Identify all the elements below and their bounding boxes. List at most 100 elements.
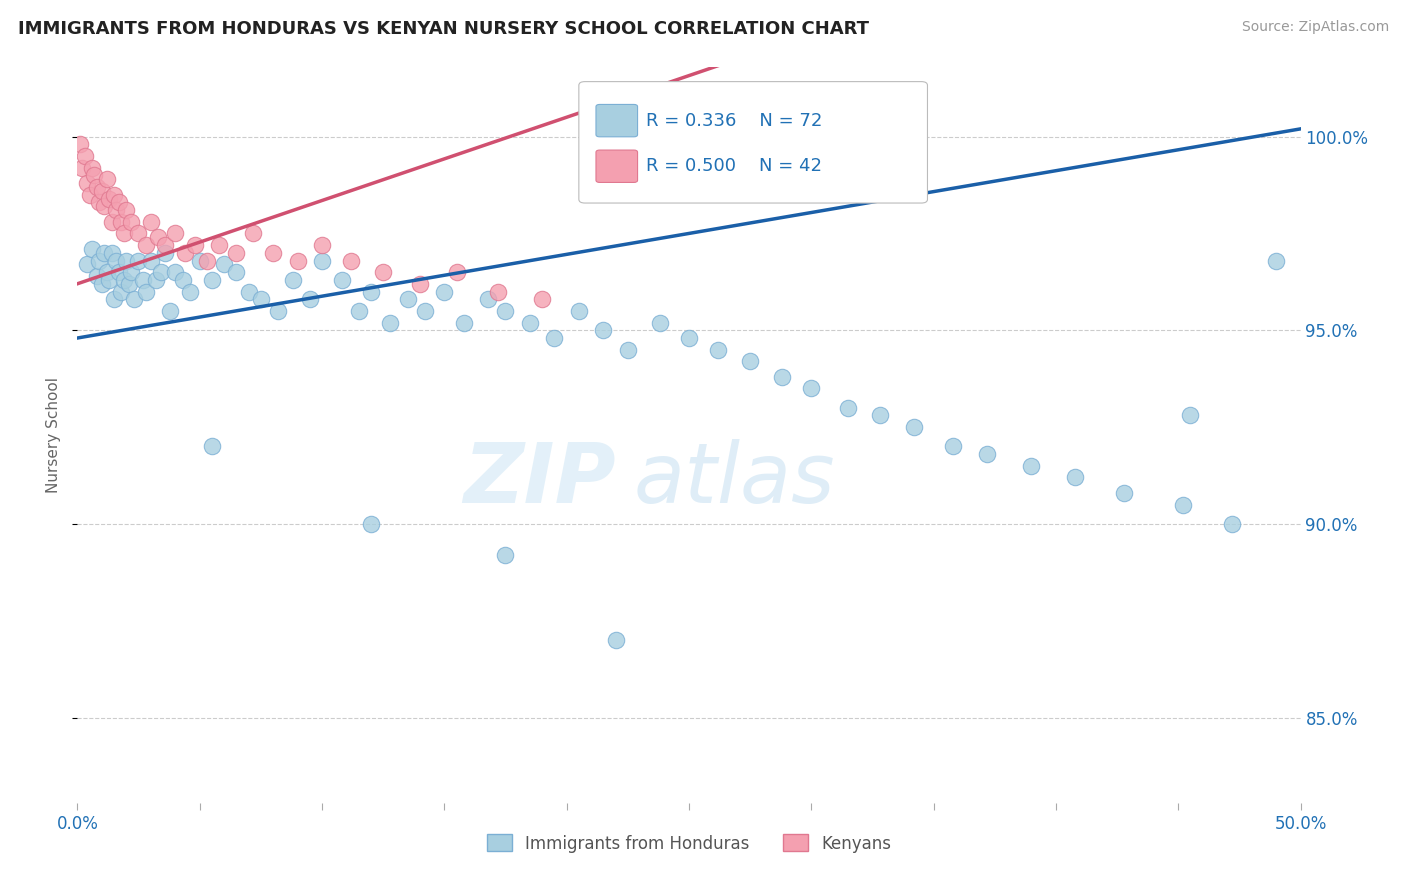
Point	[110, 285, 132, 299]
Point	[409, 277, 432, 291]
Point	[396, 293, 419, 307]
Point	[195, 253, 218, 268]
Point	[605, 633, 627, 648]
Point	[347, 304, 370, 318]
Point	[76, 257, 98, 271]
Point	[90, 184, 112, 198]
Point	[592, 323, 614, 337]
Point	[73, 149, 96, 163]
Point	[149, 265, 172, 279]
Point	[837, 401, 859, 415]
Point	[103, 187, 125, 202]
Point	[110, 215, 132, 229]
Point	[869, 409, 891, 423]
Point	[86, 268, 108, 283]
Point	[380, 316, 402, 330]
Point	[155, 238, 177, 252]
Point	[201, 440, 224, 454]
Point	[453, 316, 475, 330]
Point	[1180, 409, 1202, 423]
Point	[942, 440, 965, 454]
Text: ZIP: ZIP	[463, 439, 616, 519]
Point	[311, 238, 333, 252]
Point	[1114, 486, 1136, 500]
Point	[413, 304, 436, 318]
Point	[360, 285, 382, 299]
Point	[139, 253, 162, 268]
Point	[188, 253, 211, 268]
Point	[371, 265, 394, 279]
Point	[617, 343, 640, 357]
Point	[225, 265, 247, 279]
Point	[360, 516, 382, 531]
Point	[1171, 498, 1194, 512]
Point	[543, 331, 565, 345]
Point	[146, 230, 169, 244]
Point	[433, 285, 456, 299]
Point	[225, 245, 247, 260]
Point	[108, 265, 131, 279]
Point	[281, 273, 304, 287]
Point	[80, 242, 103, 256]
Point	[208, 238, 231, 252]
Point	[174, 245, 197, 260]
Point	[118, 277, 141, 291]
Point	[100, 215, 122, 229]
Point	[495, 548, 517, 562]
Point	[678, 331, 700, 345]
Point	[184, 238, 207, 252]
Point	[770, 369, 793, 384]
Point	[172, 273, 194, 287]
Point	[127, 227, 149, 241]
Point	[155, 245, 177, 260]
Point	[800, 381, 823, 395]
Point	[903, 420, 925, 434]
Point	[242, 227, 264, 241]
Point	[98, 273, 121, 287]
Point	[89, 253, 111, 268]
Point	[340, 253, 363, 268]
Point	[139, 215, 162, 229]
Point	[105, 203, 128, 218]
Point	[477, 293, 499, 307]
Point	[250, 293, 273, 307]
Point	[145, 273, 167, 287]
Point	[330, 273, 353, 287]
Point	[740, 354, 762, 368]
Point	[115, 203, 138, 218]
Point	[132, 273, 155, 287]
Point	[105, 253, 128, 268]
Point	[127, 253, 149, 268]
Point	[79, 187, 101, 202]
Point	[96, 265, 118, 279]
Point	[707, 343, 730, 357]
Point	[96, 172, 118, 186]
Point	[519, 316, 541, 330]
Point	[648, 316, 671, 330]
Legend: Immigrants from Honduras, Kenyans: Immigrants from Honduras, Kenyans	[479, 828, 898, 859]
Point	[287, 253, 309, 268]
Point	[120, 265, 142, 279]
Point	[212, 257, 235, 271]
Point	[70, 161, 93, 175]
Point	[165, 227, 187, 241]
Text: IMMIGRANTS FROM HONDURAS VS KENYAN NURSERY SCHOOL CORRELATION CHART: IMMIGRANTS FROM HONDURAS VS KENYAN NURSE…	[18, 20, 869, 37]
Point	[69, 137, 91, 152]
Point	[298, 293, 321, 307]
FancyBboxPatch shape	[596, 104, 637, 136]
Point	[80, 161, 103, 175]
Point	[976, 447, 998, 461]
Point	[568, 304, 591, 318]
Point	[1265, 253, 1288, 268]
Y-axis label: Nursery School: Nursery School	[45, 376, 60, 493]
Point	[531, 293, 554, 307]
Point	[201, 273, 224, 287]
Point	[122, 293, 145, 307]
Point	[486, 285, 509, 299]
Text: Source: ZipAtlas.com: Source: ZipAtlas.com	[1241, 20, 1389, 34]
Text: R = 0.500    N = 42: R = 0.500 N = 42	[647, 157, 823, 175]
Point	[495, 304, 517, 318]
Point	[159, 304, 181, 318]
Point	[115, 253, 138, 268]
FancyBboxPatch shape	[579, 81, 928, 203]
